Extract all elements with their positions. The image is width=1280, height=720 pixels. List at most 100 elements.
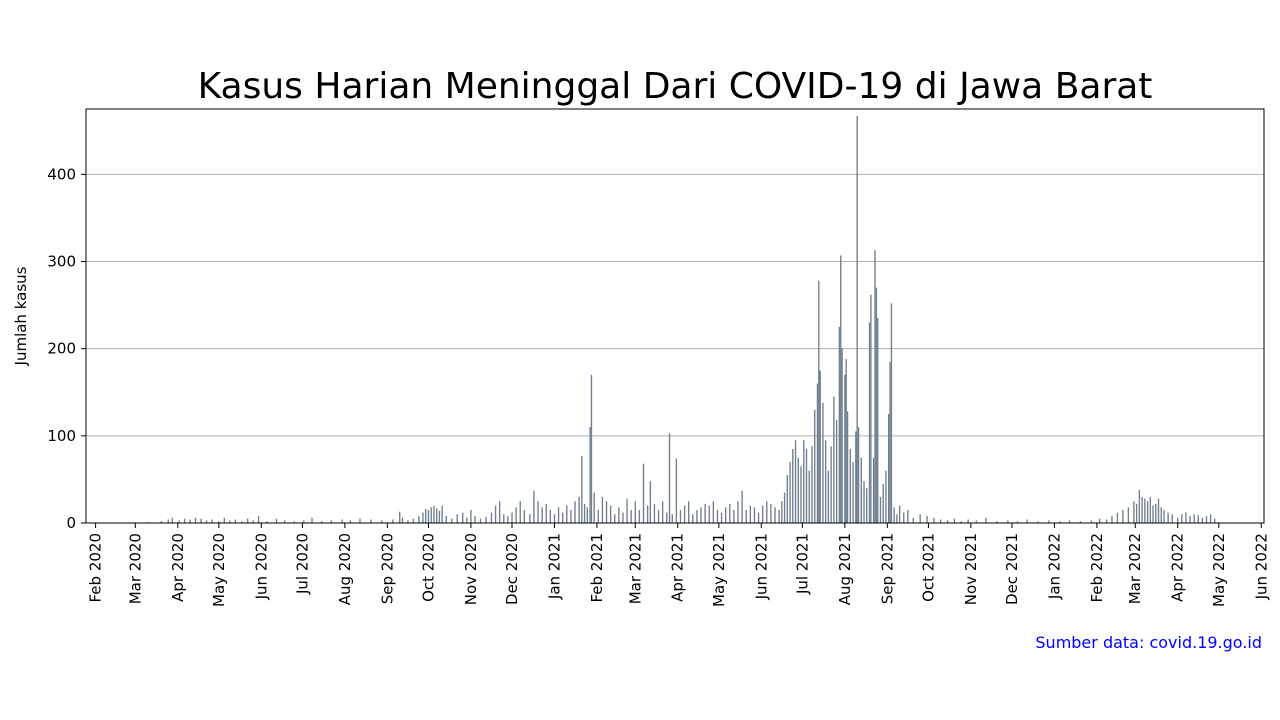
bar — [819, 370, 821, 523]
bar — [835, 420, 838, 523]
bar — [953, 518, 956, 523]
bar — [975, 520, 978, 523]
bar — [266, 521, 268, 523]
bar — [451, 518, 453, 523]
y-tick-label: 400 — [47, 165, 76, 183]
bar — [1135, 503, 1138, 523]
bar — [229, 520, 231, 523]
bar — [581, 455, 583, 523]
bar — [720, 512, 723, 523]
bar — [668, 433, 671, 523]
bar — [1116, 512, 1119, 523]
bar — [234, 519, 236, 523]
bar — [1167, 512, 1169, 523]
bar — [303, 520, 305, 523]
bar — [474, 516, 476, 523]
bar — [252, 520, 254, 523]
bar — [774, 507, 776, 523]
bar — [879, 496, 882, 523]
bar — [590, 374, 593, 523]
x-tick-label: Sep 2021 — [878, 533, 896, 604]
bar — [653, 503, 656, 523]
bar — [1037, 521, 1039, 523]
y-tick-label: 100 — [47, 427, 76, 445]
bar — [370, 519, 372, 523]
bar — [753, 507, 756, 523]
y-axis: 0 100 200 300 400 — [47, 165, 86, 532]
bar — [407, 520, 409, 523]
y-tick-label: 300 — [47, 253, 76, 271]
y-axis-label: Jumlah kasus — [12, 266, 30, 366]
bar — [1059, 521, 1061, 523]
plot-frame — [85, 108, 1265, 524]
bar — [1048, 520, 1050, 523]
x-tick-label: Feb 2021 — [588, 533, 606, 603]
x-tick-label: Mar 2021 — [626, 533, 644, 604]
bar — [838, 326, 841, 523]
bar — [845, 359, 847, 523]
bar — [1177, 517, 1179, 523]
x-tick-label: Apr 2022 — [1169, 533, 1187, 602]
bar — [749, 505, 752, 523]
bar — [833, 396, 835, 523]
bar — [824, 440, 827, 523]
bar — [1157, 498, 1160, 523]
bar — [561, 512, 564, 523]
bar — [183, 518, 186, 523]
bar — [311, 517, 313, 523]
bar — [1171, 514, 1173, 523]
bar — [857, 427, 860, 523]
bar — [996, 521, 998, 523]
bar — [1209, 514, 1212, 523]
x-tick-label: Jun 2022 — [1252, 533, 1270, 600]
bar — [634, 501, 636, 523]
bar — [1016, 521, 1019, 523]
bar — [392, 519, 394, 523]
bar — [1146, 501, 1149, 523]
x-tick-label: Jan 2022 — [1045, 533, 1063, 600]
bar — [800, 466, 802, 523]
x-tick-label: Jun 2021 — [752, 533, 770, 600]
bar-layer — [146, 115, 1216, 524]
bar — [194, 517, 197, 523]
bar — [898, 505, 901, 523]
bar — [549, 509, 552, 523]
bar — [855, 431, 857, 523]
bar — [257, 516, 260, 523]
bar — [537, 501, 539, 523]
bar — [1201, 517, 1204, 523]
bar — [578, 496, 580, 523]
x-tick-label: Jul 2020 — [293, 533, 311, 595]
bar — [967, 519, 969, 523]
bar — [462, 512, 464, 523]
bar — [700, 507, 702, 523]
bar — [425, 509, 427, 523]
bar — [1155, 503, 1157, 523]
bar — [729, 503, 731, 523]
bar — [359, 518, 361, 523]
bar — [470, 509, 472, 523]
bar — [646, 505, 649, 523]
x-tick-label: May 2021 — [710, 533, 728, 607]
x-tick-label: Dec 2020 — [503, 533, 521, 605]
bar — [1127, 507, 1130, 523]
bar — [1133, 501, 1135, 523]
bar — [866, 488, 868, 523]
bar — [1181, 514, 1183, 523]
x-tick-label: Oct 2021 — [919, 533, 937, 602]
bar — [586, 507, 589, 523]
bar — [792, 448, 794, 523]
bar — [401, 517, 404, 523]
bar — [786, 475, 789, 523]
bar — [1068, 520, 1071, 523]
x-tick-label: May 2022 — [1210, 533, 1228, 607]
bar — [868, 322, 871, 523]
bar — [246, 518, 249, 523]
bar — [830, 446, 832, 523]
bar — [430, 507, 432, 523]
bar — [872, 457, 875, 523]
bar — [438, 510, 441, 523]
bar — [1185, 512, 1187, 523]
bar — [863, 481, 865, 523]
bar — [675, 458, 678, 523]
